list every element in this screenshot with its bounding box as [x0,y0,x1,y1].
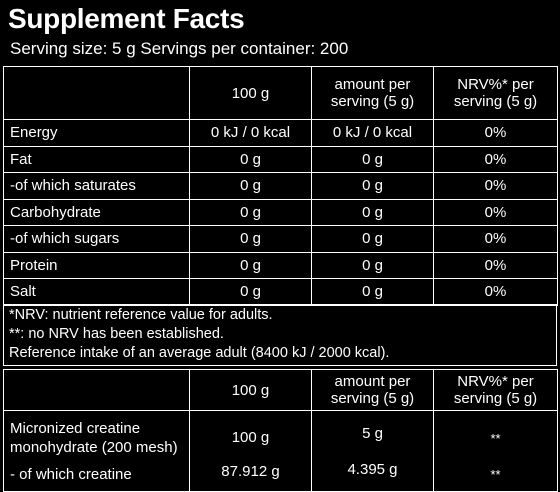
header-per-serving-line1: amount per [334,373,411,390]
table-row: Salt 0 g 0 g 0% [3,278,558,306]
ingredient-name-line1: Micronized creatine [10,420,141,437]
value-per-100g: 0 kJ / 0 kcal [189,119,312,147]
value-nrv: 0% [433,225,558,253]
nutrition-table: 100 g amount per serving (5 g) NRV%* per… [3,66,558,306]
table-row: Fat 0 g 0 g 0% [3,145,558,173]
sub-ingredient-name: - of which creatine [10,466,132,483]
sub-ingredient-per-100g: 87.912 g [221,463,280,480]
header-100g: 100 g [189,369,312,411]
value-per-serving: 0 g [311,251,434,279]
value-per-serving: 0 kJ / 0 kcal [311,119,434,147]
header-nrv-line1: NRV%* per [457,76,534,93]
value-nrv: 0% [433,119,558,147]
header-per-serving-line2: serving (5 g) [330,93,415,110]
ingredient-nrv-cell: ** ** [433,410,558,492]
nutrient-name: Salt [3,278,190,306]
nutrient-name: -of which sugars [3,225,190,253]
ingredient-per-serving: 5 g [362,425,383,442]
ingredient-table: 100 g amount per serving (5 g) NRV%* per… [3,369,558,492]
serving-info: Serving size: 5 g Servings per container… [10,39,349,58]
ingredient-names-cell: Micronized creatine monohydrate (200 mes… [3,410,190,492]
value-per-serving: 0 g [311,278,434,306]
ingredient-per-100g-cell: 100 g 87.912 g [189,410,312,492]
value-per-100g: 0 g [189,225,312,253]
footnote-no-nrv: **: no NRV has been established. [9,326,224,342]
value-per-100g: 0 g [189,198,312,226]
header-per-serving: amount per serving (5 g) [311,369,434,411]
value-nrv: 0% [433,251,558,279]
table-row: -of which sugars 0 g 0 g 0% [3,225,558,253]
value-per-100g: 0 g [189,172,312,200]
header-nrv: NRV%* per serving (5 g) [433,66,558,120]
value-nrv: 0% [433,278,558,306]
header-nrv-line2: serving (5 g) [453,93,538,110]
nutrient-name: Carbohydrate [3,198,190,226]
value-per-serving: 0 g [311,145,434,173]
header-empty-cell [3,369,190,411]
header-per-serving: amount per serving (5 g) [311,66,434,120]
header-empty-cell [3,66,190,120]
ingredient-per-serving-cell: 5 g 4.395 g [311,410,434,492]
header-nrv-line2: serving (5 g) [453,390,538,407]
table-row: Carbohydrate 0 g 0 g 0% [3,198,558,226]
header-per-serving-line1: amount per [334,76,411,93]
header-100g: 100 g [189,66,312,120]
header-nrv-line1: NRV%* per [457,373,534,390]
nutrient-name: Energy [3,119,190,147]
table-row: Energy 0 kJ / 0 kcal 0 kJ / 0 kcal 0% [3,119,558,147]
footnote-nrv: *NRV: nutrient reference value for adult… [9,307,273,323]
sub-ingredient-nrv: ** [490,467,501,482]
value-nrv: 0% [433,145,558,173]
ingredient-header-row: 100 g amount per serving (5 g) NRV%* per… [3,369,558,411]
table-row: Protein 0 g 0 g 0% [3,251,558,279]
table-row: -of which saturates 0 g 0 g 0% [3,172,558,200]
value-per-100g: 0 g [189,251,312,279]
value-nrv: 0% [433,172,558,200]
value-per-serving: 0 g [311,225,434,253]
header-per-serving-line2: serving (5 g) [330,390,415,407]
ingredient-body-row: Micronized creatine monohydrate (200 mes… [3,410,558,492]
value-per-serving: 0 g [311,172,434,200]
ingredient-nrv: ** [490,431,501,446]
nutrient-name: Protein [3,251,190,279]
panel-title: Supplement Facts [8,3,245,34]
ingredient-name-line2: monohydrate (200 mesh) [10,439,178,456]
ingredient-per-100g: 100 g [231,429,270,446]
footnote-reference-intake: Reference intake of an average adult (84… [9,345,390,361]
value-per-serving: 0 g [311,198,434,226]
value-nrv: 0% [433,198,558,226]
header-nrv: NRV%* per serving (5 g) [433,369,558,411]
nutrition-header-row: 100 g amount per serving (5 g) NRV%* per… [3,66,558,120]
value-per-100g: 0 g [189,278,312,306]
value-per-100g: 0 g [189,145,312,173]
sub-ingredient-per-serving: 4.395 g [347,461,398,478]
nutrient-name: Fat [3,145,190,173]
footnotes: *NRV: nutrient reference value for adult… [3,304,557,366]
nutrient-name: -of which saturates [3,172,190,200]
